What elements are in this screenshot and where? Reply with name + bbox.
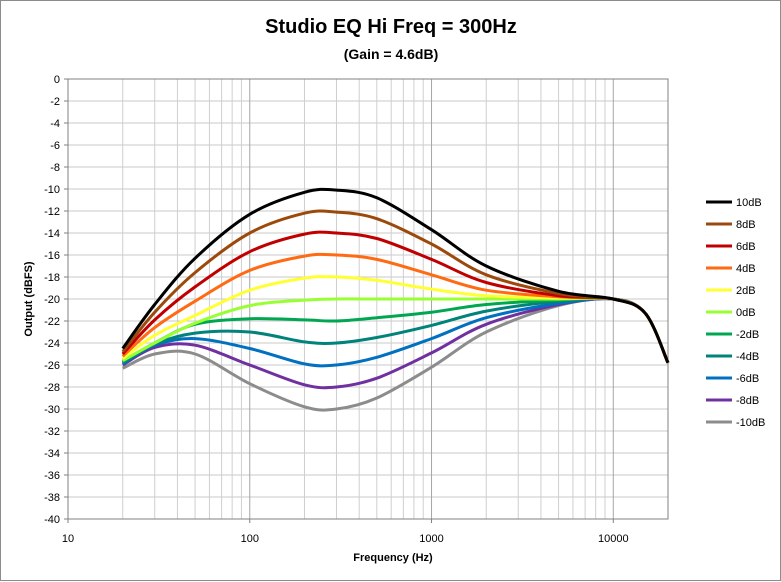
y-tick-label: -20 — [44, 294, 60, 306]
legend-label: 10dB — [736, 197, 762, 209]
y-tick-label: -22 — [44, 316, 60, 328]
y-tick-label: -34 — [44, 448, 60, 460]
y-tick-label: -38 — [44, 492, 60, 504]
series-line — [121, 296, 670, 364]
chart-title: Studio EQ Hi Freq = 300Hz — [265, 16, 517, 38]
y-tick-label: 0 — [54, 74, 60, 86]
chart-subtitle: (Gain = 4.6dB) — [344, 46, 439, 62]
legend-label: -6dB — [736, 373, 759, 385]
legend-label: 2dB — [736, 285, 756, 297]
legend-label: -8dB — [736, 395, 759, 407]
y-tick-label: -10 — [44, 184, 60, 196]
series-lines — [121, 187, 670, 412]
x-tick-label: 1000 — [419, 533, 443, 545]
legend-label: -10dB — [736, 417, 765, 429]
x-axis-title: Frequency (Hz) — [353, 552, 433, 564]
legend-label: -2dB — [736, 329, 759, 341]
series-line — [121, 296, 670, 364]
legend-label: 6dB — [736, 241, 756, 253]
legend-label: 8dB — [736, 219, 756, 231]
x-tick-label: 10 — [62, 533, 74, 545]
y-tick-label: -14 — [44, 228, 60, 240]
legend-label: -4dB — [736, 351, 759, 363]
y-tick-label: -6 — [50, 140, 60, 152]
series-line — [121, 187, 670, 364]
y-axis-title: Output (dBFS) — [23, 261, 35, 336]
y-tick-label: -2 — [50, 96, 60, 108]
y-tick-label: -32 — [44, 426, 60, 438]
legend-label: 0dB — [736, 307, 756, 319]
x-tick-labels: 10 100 1000 10000 — [62, 519, 629, 545]
y-tick-label: -36 — [44, 470, 60, 482]
y-tick-label: -12 — [44, 206, 60, 218]
series-line — [121, 296, 670, 365]
x-tick-label: 100 — [241, 533, 259, 545]
y-tick-label: -40 — [44, 514, 60, 526]
x-tick-label: 10000 — [598, 533, 629, 545]
y-tick-labels: 0 -2 -4 -6 -8 -10 -12 -14 -16 -18 -20 -22 -24 -26 -28 -… — [44, 74, 68, 526]
y-tick-label: -18 — [44, 272, 60, 284]
y-tick-label: -16 — [44, 250, 60, 262]
y-tick-label: -8 — [50, 162, 60, 174]
y-tick-label: -30 — [44, 404, 60, 416]
gridlines — [67, 78, 669, 520]
y-tick-label: -4 — [50, 118, 60, 130]
y-tick-label: -28 — [44, 382, 60, 394]
y-tick-label: -24 — [44, 338, 60, 350]
legend-label: 4dB — [736, 263, 756, 275]
legend: 10dB 8dB 6dB 4dB 2dB 0dB -2dB -4dB -6dB -8dB -10dB — [706, 197, 765, 429]
y-tick-label: -26 — [44, 360, 60, 372]
